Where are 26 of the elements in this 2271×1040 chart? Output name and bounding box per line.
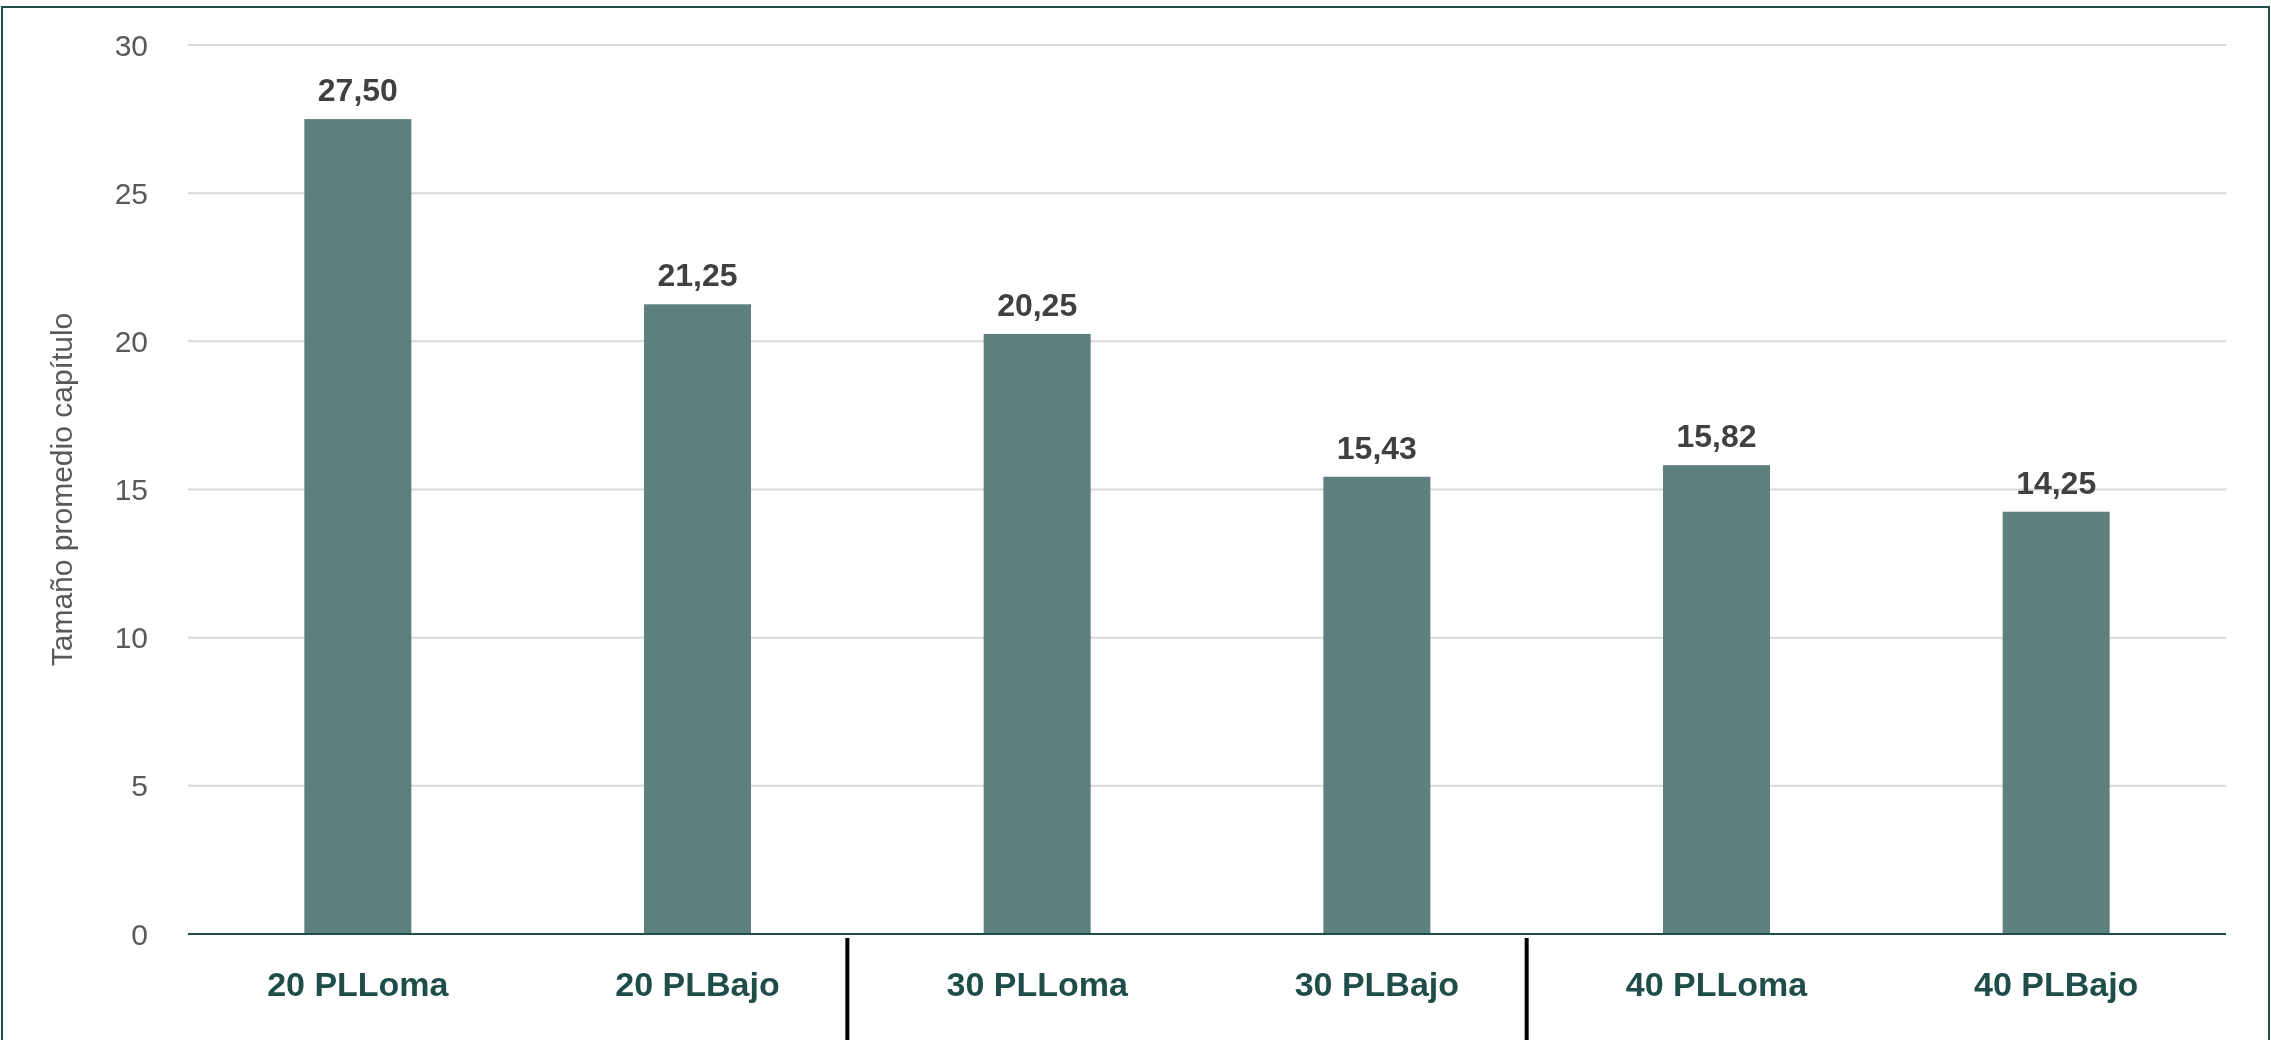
- bar: [644, 304, 751, 934]
- data-label: 21,25: [657, 257, 738, 294]
- data-label: 15,43: [1336, 429, 1417, 466]
- y-tick-label: 30: [114, 28, 148, 62]
- data-label: 20,25: [997, 286, 1078, 323]
- bar: [1323, 476, 1431, 934]
- y-tick-label: 5: [131, 769, 148, 803]
- bar: [2002, 511, 2110, 934]
- y-tick-label: 20: [114, 324, 148, 358]
- y-tick-label: 15: [114, 473, 148, 506]
- data-label: 27,50: [317, 72, 398, 109]
- y-axis-title: Tamaño promedio capítulo: [45, 312, 78, 667]
- bar: [1663, 465, 1770, 934]
- x-tick-label: 20 PLLoma: [267, 965, 450, 1003]
- x-tick-label: 30 PLLoma: [946, 965, 1129, 1003]
- y-tick-label: 0: [131, 917, 148, 951]
- bar: [983, 333, 1091, 934]
- x-tick-label: 30 PLBajo: [1294, 965, 1460, 1003]
- y-tick-label: 25: [114, 176, 148, 210]
- x-tick-label: 20 PLBajo: [615, 965, 780, 1003]
- bar: [304, 119, 412, 934]
- x-tick-label: 40 PLBajo: [1973, 965, 2139, 1003]
- y-tick-label: 10: [114, 621, 148, 655]
- data-label: 14,25: [2016, 464, 2097, 501]
- x-tick-label: 40 PLLoma: [1625, 965, 1809, 1003]
- data-label: 15,82: [1676, 418, 1757, 455]
